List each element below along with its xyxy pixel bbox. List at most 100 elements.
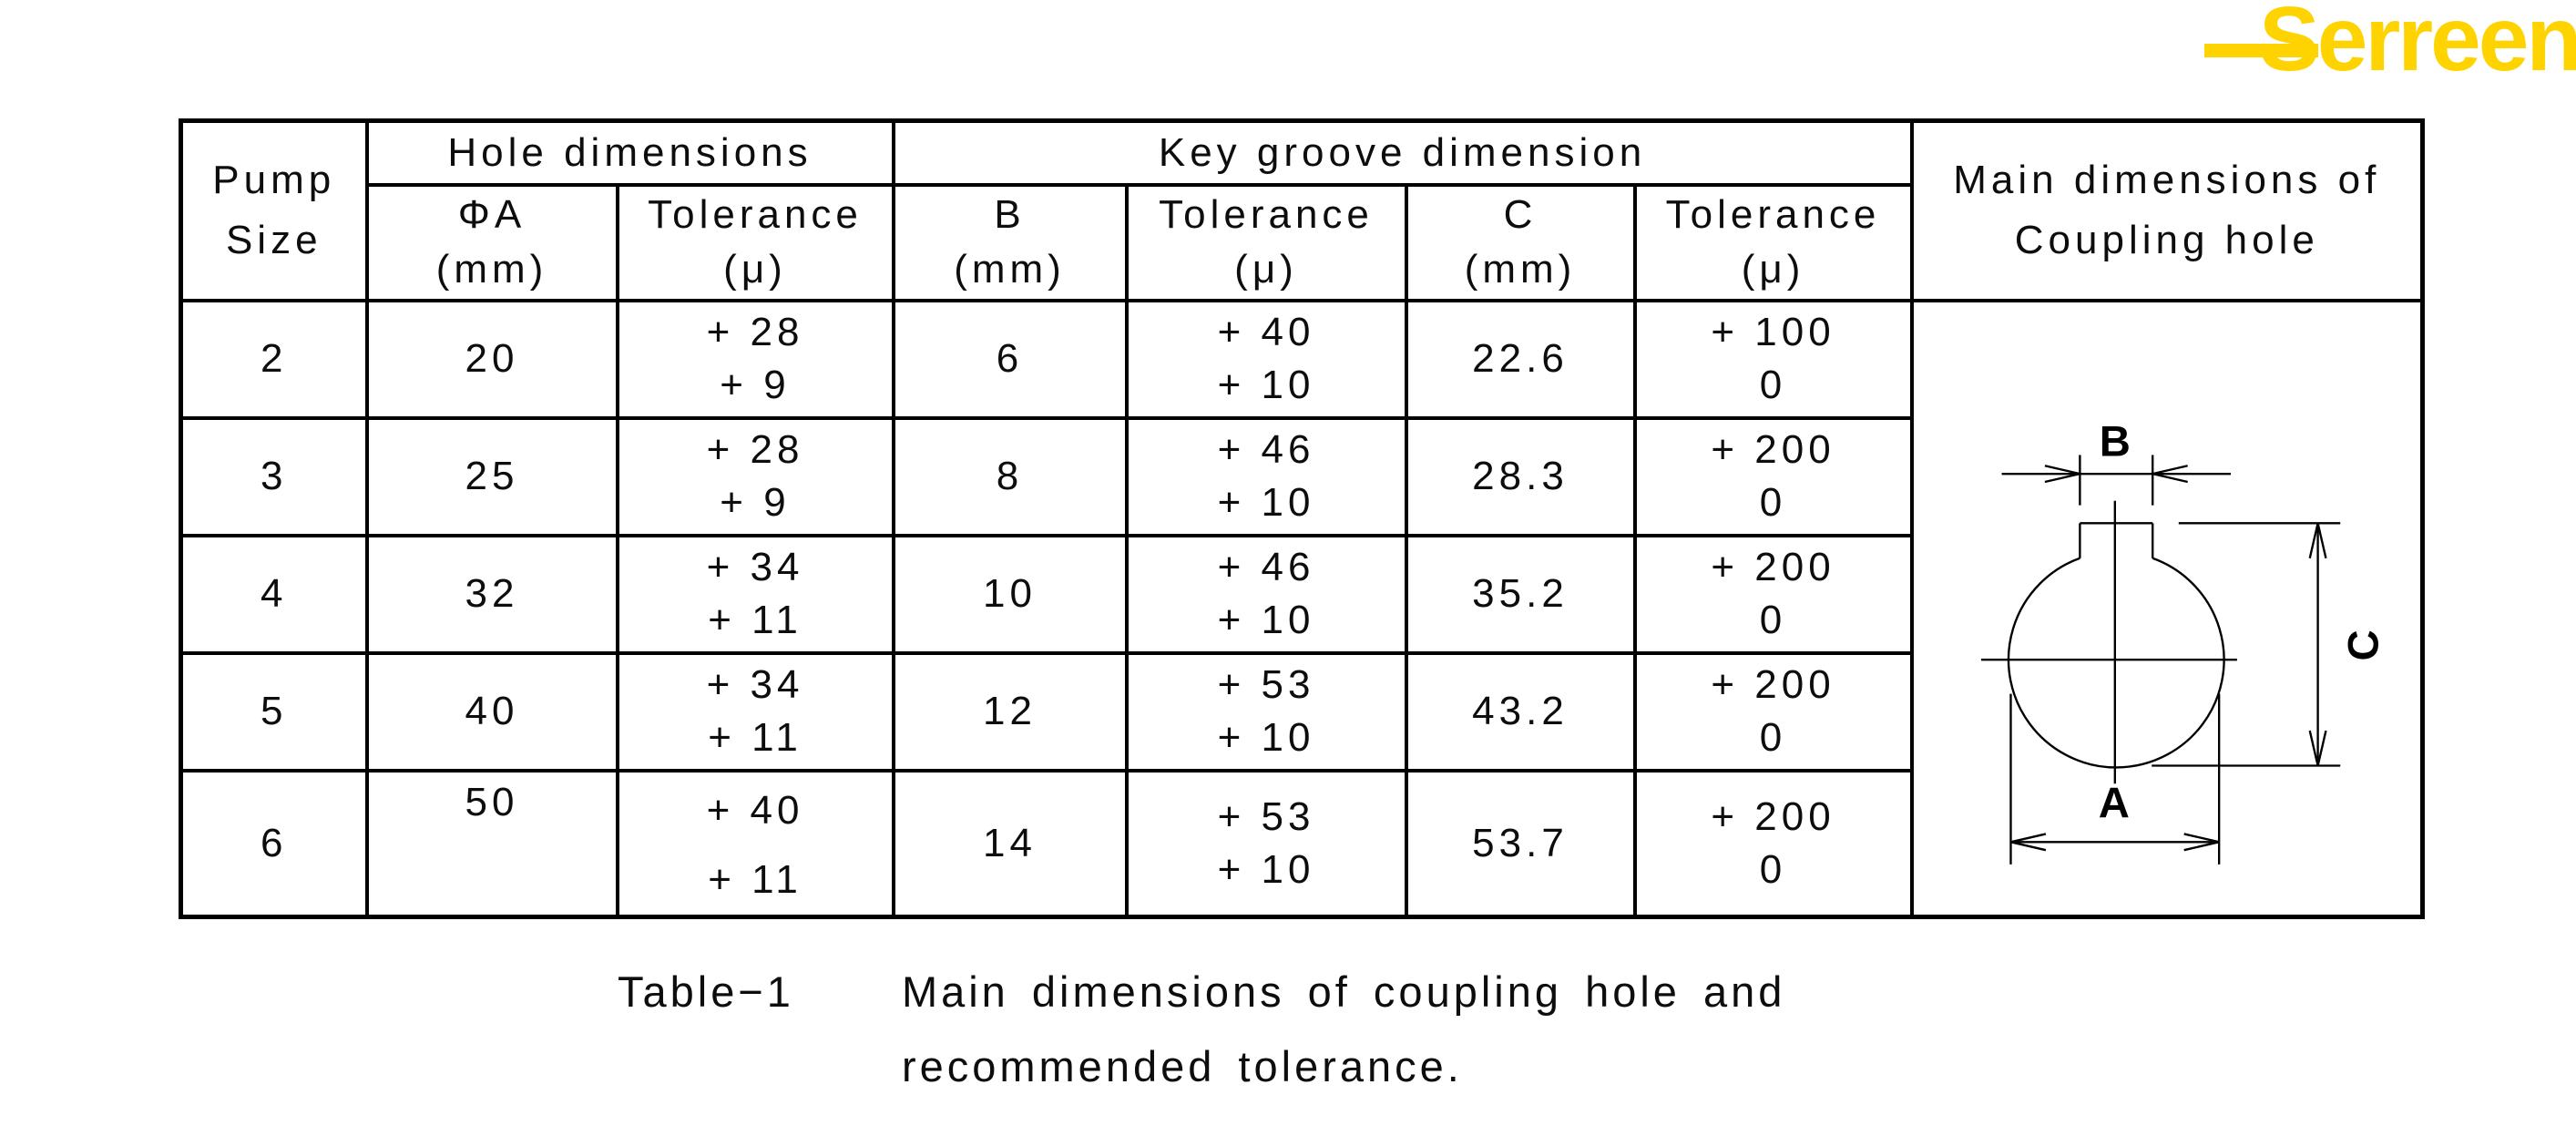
coupling-circle [2008,557,2226,769]
tolerance-lower: 0 [1759,480,1787,525]
dimension-label-a: A [2099,779,2131,827]
logo-wordmark: Serreen [2259,0,2576,90]
cell-c: 43.2 [1404,650,1637,773]
tolerance-upper: + 53 [1217,793,1315,839]
tolerance-upper: + 53 [1217,662,1315,707]
tolerance-lower: + 11 [708,715,802,760]
cell-value: 6 [261,820,288,865]
tolerance-upper: + 46 [1217,427,1315,472]
caption-line: recommended tolerance. [901,1042,1463,1090]
tolerance-lower: + 9 [720,480,791,525]
cell-value: 25 [465,454,519,498]
caption-text: Main dimensions of coupling hole and rec… [902,955,1785,1104]
header-text: (mm) [435,247,548,292]
tolerance-upper: + 200 [1711,545,1835,589]
table-caption: Table−1 Main dimensions of coupling hole… [618,955,1785,1104]
tolerance-lower: + 10 [1217,715,1315,760]
header-text: Size [225,218,322,263]
header-row-groups: Pump Size Hole dimensions Key groove dim… [179,118,2425,302]
cell-pump-size: 5 [179,650,369,773]
dimension-label-b: B [2100,417,2132,466]
header-b: B (mm) [891,182,1129,302]
tolerance-upper: + 200 [1711,793,1835,839]
cell-tolerance-c: + 200 0 [1632,533,1914,655]
header-text: Key groove dimension [1158,129,1647,175]
cell-value: 20 [465,336,519,381]
table-row: 3 25 + 28 + 9 8 + 46 + 10 28.3 + 200 0 [179,415,2423,537]
header-text: Tolerance [648,192,863,237]
coupling-hole-diagram: B C A [1981,417,2388,865]
header-row-subcolumns: ΦA (mm) Tolerance (μ) B (mm) Tolerance (… [181,182,2423,302]
cell-tolerance-a: + 34 + 11 [615,533,895,655]
cell-tolerance-b: + 53 + 10 [1124,768,1408,918]
spec-table: Pump Size Hole dimensions Key groove dim… [179,118,2426,919]
cell-value: 28.3 [1472,454,1569,498]
cell-phi-a: 25 [364,415,619,537]
cell-value: 43.2 [1472,689,1569,733]
cell-tolerance-b: + 40 + 10 [1124,298,1408,420]
cell-b: 12 [891,650,1129,773]
cell-phi-a: 32 [364,533,619,655]
cell-value: 14 [983,820,1037,865]
cell-pump-size: 4 [179,533,369,655]
header-text: (μ) [1741,247,1805,292]
cell-tolerance-b: + 46 + 10 [1124,533,1408,655]
cell-phi-a: 20 [364,298,619,420]
header-pump-size: Pump Size [179,118,369,302]
header-main-dimensions: Main dimensions of Coupling hole [1909,118,2425,302]
tolerance-lower: + 11 [708,856,802,902]
header-text: (mm) [1464,247,1577,292]
tolerance-upper: + 46 [1217,545,1315,589]
cell-c: 28.3 [1404,415,1637,537]
table-row: 6 50 + 40 + 11 14 + 53 + 10 53.7 + 200 0 [179,768,2423,918]
header-text: Coupling hole [2014,218,2319,263]
header-text: ΦA [457,192,526,237]
tolerance-lower: + 10 [1217,846,1315,892]
cell-value: 35.2 [1472,571,1569,616]
cell-value: 6 [996,336,1024,381]
logo-dash [2204,44,2318,57]
table-row: 4 32 + 34 + 11 10 + 46 + 10 35.2 + 200 0 [179,533,2423,655]
cell-value: 12 [983,689,1037,733]
coupling-hole-diagram-cell: B C A [1909,298,2425,918]
header-tolerance-b: Tolerance (μ) [1124,182,1408,302]
cell-phi-a: 50 [364,768,619,918]
tolerance-lower: 0 [1759,598,1787,642]
caption-line: Main dimensions of coupling hole and [901,967,1786,1016]
cell-tolerance-b: + 46 + 10 [1124,415,1408,537]
cell-c: 53.7 [1404,768,1637,918]
cell-c: 35.2 [1404,533,1637,655]
tolerance-upper: + 40 [706,787,804,833]
c-arrow-top [2308,522,2327,558]
tolerance-lower: + 10 [1217,363,1315,407]
tolerance-lower: + 11 [708,598,802,642]
tolerance-upper: + 34 [706,662,804,707]
cell-value: 32 [465,571,519,616]
header-text: (μ) [723,247,787,292]
tolerance-lower: + 10 [1217,598,1315,642]
cell-tolerance-a: + 28 + 9 [615,298,895,420]
cell-b: 6 [891,298,1129,420]
tolerance-upper: + 200 [1711,427,1835,472]
cell-tolerance-a: + 28 + 9 [615,415,895,537]
cell-b: 14 [891,768,1129,918]
cell-c: 22.6 [1404,298,1637,420]
header-tolerance-c: Tolerance (μ) [1632,182,1914,302]
header-text: Main dimensions of [1953,158,2381,203]
cell-tolerance-c: + 200 0 [1632,650,1914,773]
tolerance-upper: + 200 [1711,662,1835,707]
c-arrow-bottom [2308,730,2327,766]
tolerance-lower: + 10 [1217,480,1315,525]
header-hole-dimensions: Hole dimensions [364,118,895,187]
cell-tolerance-c: + 100 0 [1632,298,1914,420]
tolerance-lower: + 9 [720,363,791,407]
cell-b: 10 [891,533,1129,655]
cell-value: 8 [996,454,1024,498]
cell-value: 50 [465,779,519,824]
cell-tolerance-a: + 40 + 11 [615,768,895,918]
header-text: Tolerance [1665,192,1881,237]
cell-pump-size: 2 [179,298,369,420]
brand-logo: Serreen [2193,0,2576,97]
header-key-groove-dimension: Key groove dimension [891,118,1914,187]
dimension-label-c: C [2340,628,2388,660]
